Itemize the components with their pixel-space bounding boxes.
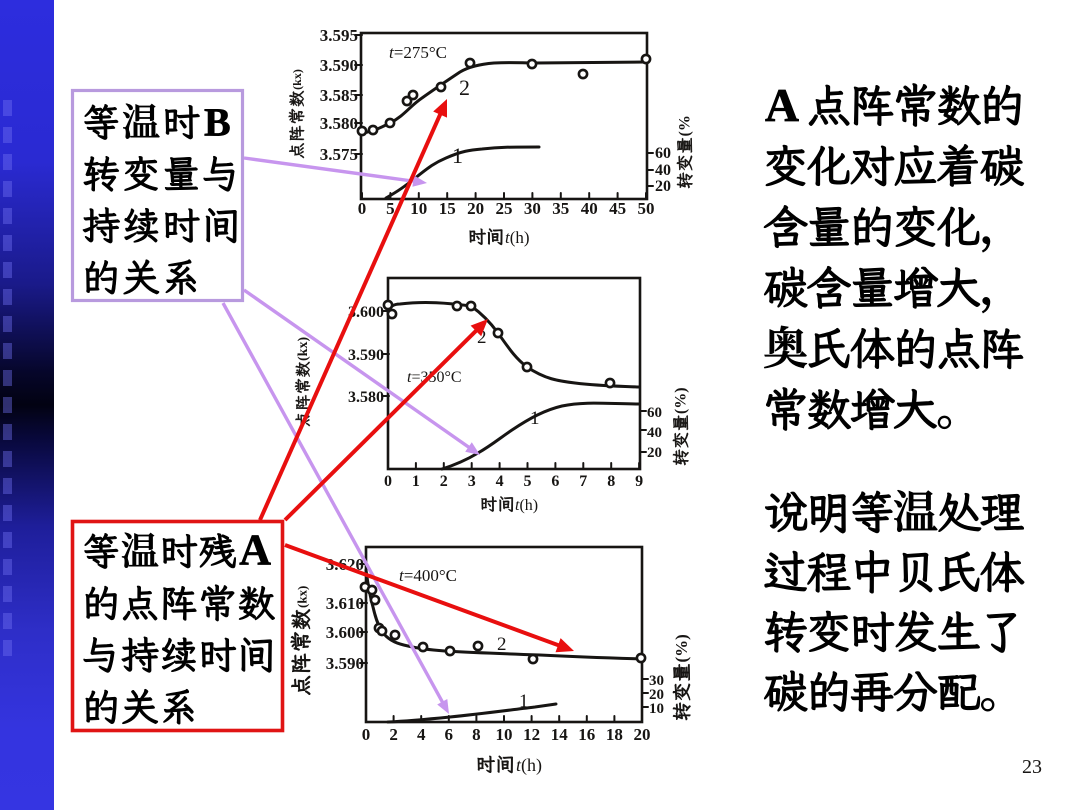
svg-text:15: 15 — [439, 199, 456, 218]
svg-text:2: 2 — [389, 725, 398, 744]
svg-text:4: 4 — [496, 473, 504, 490]
svg-text:40: 40 — [647, 425, 662, 441]
svg-text:(%: (% — [676, 115, 693, 136]
svg-text:t(h): t(h) — [515, 497, 538, 514]
svg-text:40: 40 — [655, 162, 671, 179]
svg-text:(kx): (kx) — [290, 69, 304, 90]
svg-text:3.590: 3.590 — [320, 56, 358, 75]
svg-text:t(h): t(h) — [505, 228, 530, 247]
svg-text:0: 0 — [362, 725, 371, 744]
svg-text:t=350°C: t=350°C — [407, 369, 462, 386]
svg-text:30: 30 — [649, 673, 664, 689]
svg-text:3.590: 3.590 — [348, 347, 384, 364]
svg-text:(kx): (kx) — [296, 337, 311, 361]
svg-text:18: 18 — [606, 725, 623, 744]
svg-text:60: 60 — [655, 145, 671, 162]
svg-text:3.610: 3.610 — [326, 594, 364, 613]
svg-text:7: 7 — [579, 473, 587, 490]
svg-text:0: 0 — [384, 473, 392, 490]
svg-text:2: 2 — [477, 327, 487, 348]
svg-text:1: 1 — [452, 143, 463, 168]
svg-text:3.580: 3.580 — [348, 389, 384, 406]
svg-text:3: 3 — [468, 473, 476, 490]
svg-text:(%): (%) — [672, 387, 689, 414]
svg-text:20: 20 — [467, 199, 484, 218]
svg-text:1: 1 — [412, 473, 420, 490]
svg-text:0: 0 — [358, 199, 367, 218]
svg-text:20: 20 — [647, 445, 662, 461]
svg-text:6: 6 — [445, 725, 454, 744]
svg-text:3.590: 3.590 — [326, 654, 364, 673]
svg-text:t=400°C: t=400°C — [399, 566, 457, 585]
svg-text:25: 25 — [496, 199, 513, 218]
svg-text:2: 2 — [440, 473, 448, 490]
svg-text:3.595: 3.595 — [320, 26, 358, 45]
svg-text:10: 10 — [649, 701, 664, 717]
svg-text:14: 14 — [551, 725, 569, 744]
svg-text:20: 20 — [649, 687, 664, 703]
svg-text:3.585: 3.585 — [320, 86, 358, 105]
svg-text:10: 10 — [410, 199, 427, 218]
svg-text:35: 35 — [552, 199, 569, 218]
svg-text:1: 1 — [519, 691, 529, 712]
svg-text:23: 23 — [1022, 756, 1042, 778]
svg-text:50: 50 — [638, 199, 655, 218]
svg-text:12: 12 — [523, 725, 540, 744]
svg-text:3.600: 3.600 — [348, 304, 384, 321]
svg-text:8: 8 — [472, 725, 481, 744]
svg-text:5: 5 — [524, 473, 532, 490]
svg-text:30: 30 — [524, 199, 541, 218]
svg-text:9: 9 — [635, 473, 643, 490]
svg-text:(%): (%) — [672, 634, 691, 662]
svg-text:3.600: 3.600 — [326, 623, 364, 642]
svg-text:3.575: 3.575 — [320, 145, 358, 164]
svg-text:16: 16 — [578, 725, 595, 744]
svg-text:1: 1 — [530, 408, 540, 429]
svg-text:2: 2 — [459, 75, 470, 100]
svg-text:10: 10 — [496, 725, 513, 744]
svg-text:t(h): t(h) — [516, 755, 542, 776]
svg-text:(kx): (kx) — [295, 586, 310, 608]
svg-text:45: 45 — [609, 199, 626, 218]
svg-text:20: 20 — [655, 178, 671, 195]
svg-text:4: 4 — [417, 725, 426, 744]
svg-text:t=275°C: t=275°C — [389, 43, 447, 62]
svg-text:8: 8 — [607, 473, 615, 490]
svg-text:60: 60 — [647, 405, 662, 421]
svg-text:3.580: 3.580 — [320, 114, 358, 133]
svg-text:5: 5 — [386, 199, 395, 218]
svg-text:2: 2 — [497, 634, 507, 655]
svg-text:20: 20 — [634, 725, 651, 744]
svg-text:6: 6 — [551, 473, 559, 490]
svg-text:40: 40 — [581, 199, 598, 218]
